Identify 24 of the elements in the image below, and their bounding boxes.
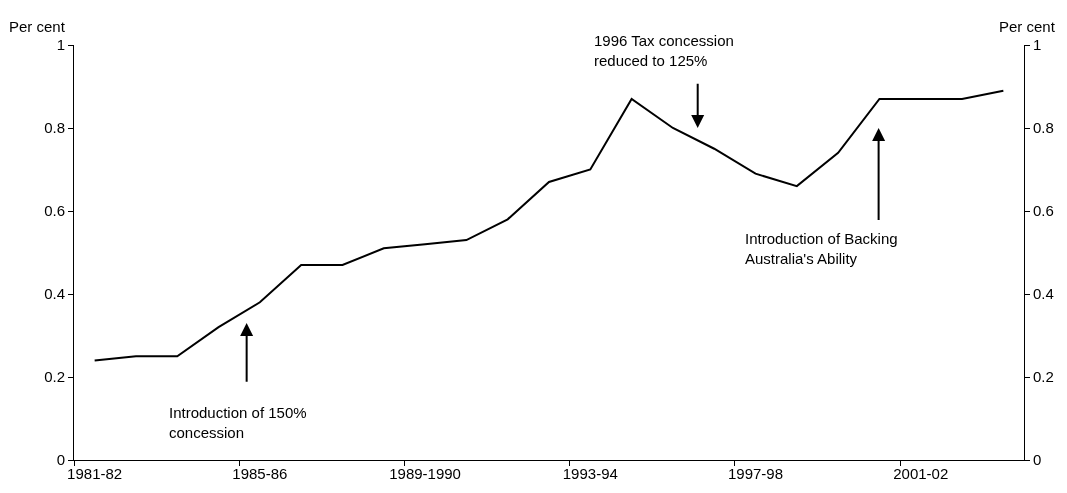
y-tick-label: 0.8 bbox=[44, 119, 65, 137]
y2-axis-title: Per cent bbox=[999, 18, 1056, 35]
y-axis-title: Per cent bbox=[9, 18, 66, 35]
y2-tick-label: 0 bbox=[1033, 451, 1042, 469]
y2-tick-label: 1 bbox=[1033, 36, 1042, 54]
x-tick-label: 1993-94 bbox=[562, 465, 618, 482]
x-tick-label: 2001-02 bbox=[893, 465, 949, 482]
line-series bbox=[93, 89, 1005, 362]
x-tick-label: 1981-82 bbox=[67, 465, 123, 482]
x-tick-label: 1989-1990 bbox=[389, 465, 461, 482]
y-tick-label: 0.4 bbox=[44, 285, 65, 303]
y-tick-label: 0.6 bbox=[44, 202, 65, 220]
y2-tick-label: 0.4 bbox=[1033, 285, 1054, 303]
y2-tick-label: 0.6 bbox=[1033, 202, 1054, 220]
x-tick-label: 1985-86 bbox=[232, 465, 288, 482]
annotation: Introduction of Backing Australia's Ability bbox=[745, 230, 898, 267]
y-tick-label: 0 bbox=[56, 451, 65, 469]
y2-tick-label: 0.8 bbox=[1033, 119, 1054, 137]
annotation: Introduction of 150% concession bbox=[169, 404, 307, 441]
y2-tick-label: 0.2 bbox=[1033, 368, 1054, 386]
y-tick-label: 1 bbox=[56, 36, 65, 54]
annotation: 1996 Tax concession reduced to 125% bbox=[594, 32, 734, 69]
y-tick-label: 0.2 bbox=[44, 368, 65, 386]
x-tick-label: 1997-98 bbox=[727, 465, 784, 482]
